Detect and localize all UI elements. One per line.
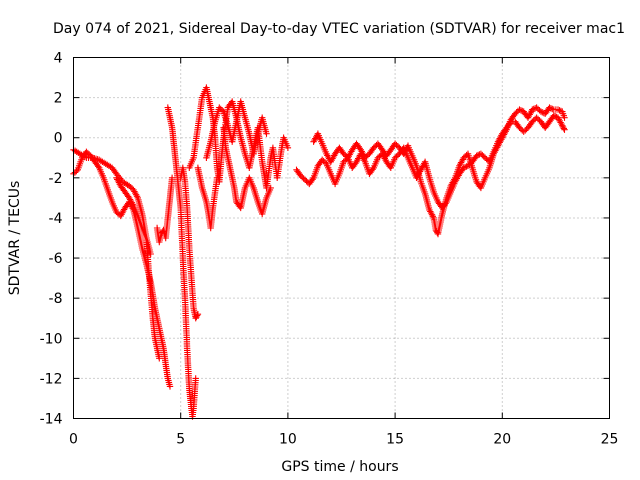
data-point-group — [153, 174, 176, 246]
data-point-group — [113, 174, 154, 258]
y-tick-label: -6 — [49, 251, 63, 267]
x-tick-label: 5 — [176, 432, 185, 448]
y-tick-label: 0 — [54, 131, 63, 147]
y-axis-title: SDTVAR / TECUs — [7, 181, 23, 296]
y-tick-label: 4 — [54, 51, 63, 67]
x-tick-label: 20 — [493, 432, 511, 448]
x-tick-label: 0 — [69, 432, 78, 448]
data-point-group — [293, 112, 568, 212]
chart-title: Day 074 of 2021, Sidereal Day-to-day VTE… — [53, 21, 625, 37]
x-tick-label: 25 — [601, 432, 619, 448]
x-tick-label: 10 — [279, 432, 297, 448]
grid-layer — [73, 57, 610, 419]
y-tick-label: -10 — [40, 331, 63, 347]
y-tick-label: 2 — [54, 91, 63, 107]
y-tick-label: -14 — [40, 412, 63, 428]
data-point-group — [203, 98, 270, 161]
y-tick-label: -12 — [40, 371, 63, 387]
data-layer — [70, 84, 568, 420]
data-point-group — [177, 164, 202, 322]
x-axis-title: GPS time / hours — [281, 459, 398, 475]
y-tick-label: -8 — [49, 291, 63, 307]
data-point-group — [164, 104, 199, 420]
x-tick-label: 15 — [386, 432, 404, 448]
y-tick-label: -2 — [49, 171, 63, 187]
data-point-group — [194, 164, 221, 232]
plot-frame — [73, 57, 610, 419]
data-point-group — [220, 124, 274, 218]
data-point-group — [310, 104, 568, 238]
y-tick-label: -4 — [49, 211, 63, 227]
tick-layer: 0 5 10 15 20 25 -14 -12 -10 -8 -6 -4 -2 0 2 4 — [40, 51, 619, 448]
